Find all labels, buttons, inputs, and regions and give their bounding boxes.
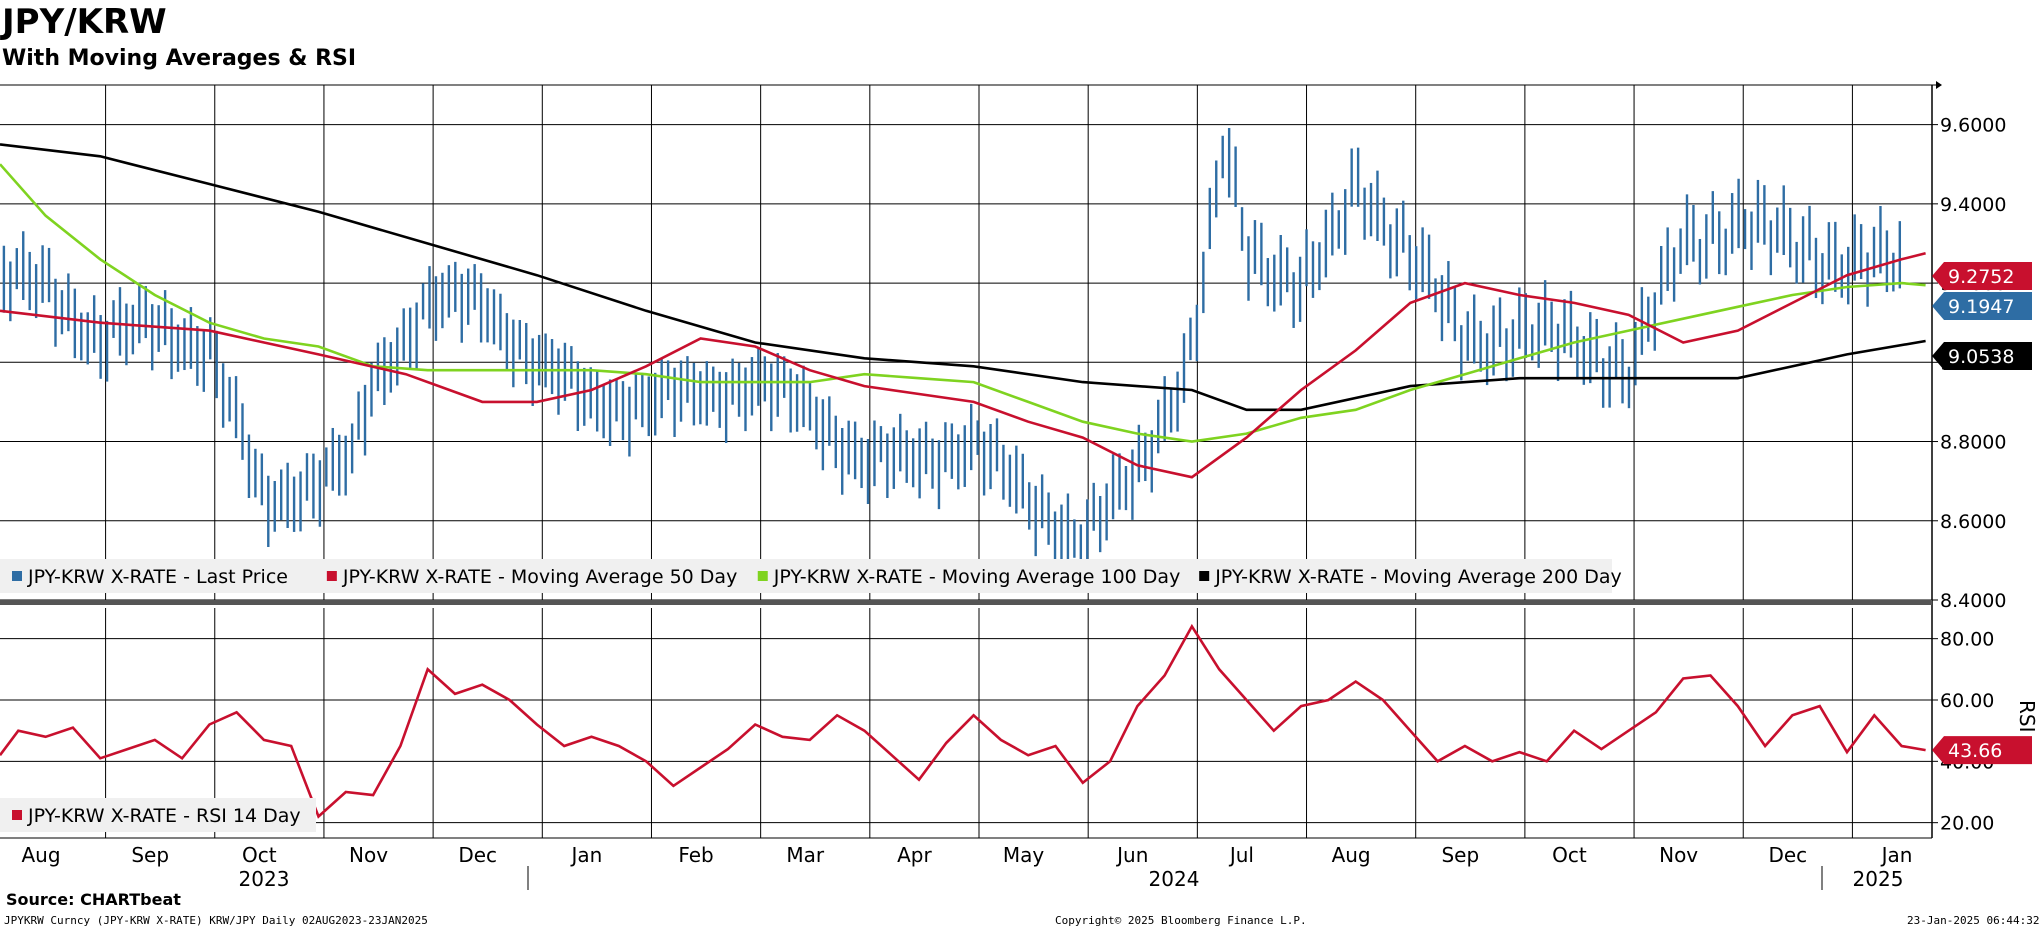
last-rsi-tag-bg (1932, 736, 2032, 765)
x-tick-label: Jan (569, 843, 602, 867)
ma50-line (0, 252, 1926, 479)
rsi-legend-bg (0, 798, 316, 832)
ma100-line (0, 163, 1926, 443)
year-label: 2023 (239, 867, 290, 891)
last-rsi-tag: 43.66 (1932, 736, 2032, 765)
x-tick-label: Apr (897, 843, 932, 867)
grid (0, 85, 1932, 838)
year-label: 2025 (1853, 867, 1904, 891)
x-tick-label: Aug (1332, 843, 1371, 867)
last-ma50-tag-bg (1932, 262, 2032, 290)
rsi-legend: JPY-KRW X-RATE - RSI 14 Day (0, 798, 316, 832)
chart-title: JPY/KRW (2, 2, 167, 42)
x-tick-label: Dec (458, 843, 497, 867)
legend-swatch (757, 571, 768, 581)
y-tick-label: 8.8000 (1940, 432, 2006, 454)
axis-arrow (1936, 81, 1942, 89)
x-tick-label: Oct (1552, 843, 1587, 867)
y-tick-label: 20.00 (1940, 813, 1994, 835)
x-tick-label: Oct (242, 843, 277, 867)
legend-swatch (12, 810, 22, 820)
panel-separator (0, 600, 1932, 605)
legend-swatch (1199, 571, 1210, 581)
ticker-info: JPYKRW Curncy (JPY-KRW X-RATE) KRW/JPY D… (4, 914, 428, 927)
legend-label: JPY-KRW X-RATE - Moving Average 50 Day (342, 566, 737, 588)
last-ma200-tag-bg (1932, 342, 2032, 370)
x-tick-label: Sep (1441, 843, 1479, 867)
x-tick-label: Feb (678, 843, 713, 867)
legend-label: JPY-KRW X-RATE - Last Price (27, 566, 288, 588)
y-tick-label: 9.4000 (1940, 194, 2006, 216)
x-tick-label: Aug (21, 843, 60, 867)
last-ma200-tag: 9.0538 (1932, 342, 2032, 370)
last-ma50-tag: 9.2752 (1932, 262, 2032, 290)
chart-subtitle: With Moving Averages & RSI (2, 46, 357, 71)
x-axis: Aug Sep Oct Nov Dec Jan Feb Mar Apr May Jun Jul Aug S… (21, 843, 1912, 891)
rsi-line (0, 623, 1926, 819)
legend-label: JPY-KRW X-RATE - Moving Average 100 Day (773, 566, 1181, 588)
x-tick-label: May (1003, 843, 1045, 867)
x-tick-label: Jul (1228, 843, 1254, 867)
x-tick-label: Mar (786, 843, 825, 867)
last-price-tag: 9.1947 (1932, 292, 2032, 320)
copyright: Copyright© 2025 Bloomberg Finance L.P. (1055, 914, 1307, 927)
x-tick-label: Nov (1659, 843, 1698, 867)
main-legend-bg (0, 559, 1612, 593)
rsi-axis-label: RSI (2015, 700, 2039, 733)
legend-swatch (12, 571, 22, 581)
last-rsi-tag-text: 43.66 (1948, 740, 2002, 762)
y-tick-label: 60.00 (1940, 690, 1994, 712)
legend-label: JPY-KRW X-RATE - RSI 14 Day (27, 805, 301, 827)
year-label: 2024 (1149, 867, 1200, 891)
main-legend: JPY-KRW X-RATE - Last Price JPY-KRW X-RAT… (0, 559, 1622, 593)
source-label: Source: CHARTbeat (6, 890, 181, 909)
y-tick-label: 8.6000 (1940, 511, 2006, 533)
timestamp: 23-Jan-2025 06:44:32 (1907, 914, 2040, 927)
x-tick-label: Sep (131, 843, 169, 867)
x-tick-label: Nov (349, 843, 388, 867)
x-tick-label: Dec (1768, 843, 1807, 867)
x-tick-label: Jun (1115, 843, 1148, 867)
price-bars (2, 128, 1902, 587)
last-ma200-tag-text: 9.0538 (1948, 346, 2014, 368)
last-ma50-tag-text: 9.2752 (1948, 266, 2014, 288)
ma200-line (0, 143, 1926, 412)
x-tick-label: Jan (1880, 843, 1913, 867)
legend-label: JPY-KRW X-RATE - Moving Average 200 Day (1214, 566, 1622, 588)
y-tick-label: 9.6000 (1940, 115, 2006, 137)
y-tick-label: 8.4000 (1940, 590, 2006, 612)
last-price-tag-text: 9.1947 (1948, 296, 2014, 318)
y-tick-label: 80.00 (1940, 629, 1994, 651)
last-price-tag-bg (1932, 292, 2032, 320)
legend-swatch (326, 571, 337, 581)
